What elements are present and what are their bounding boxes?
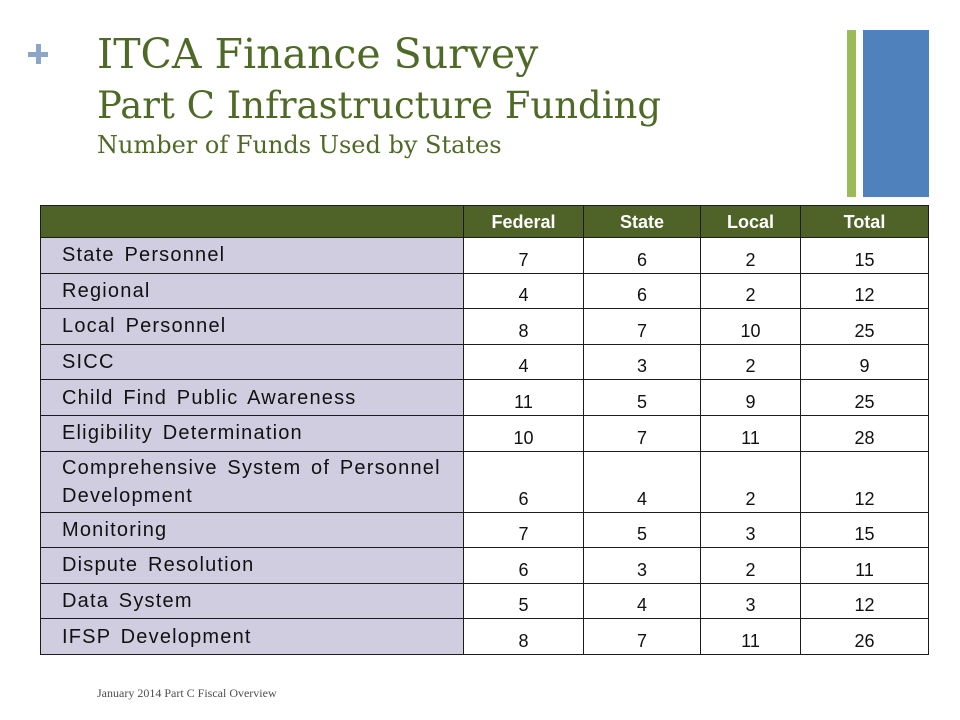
table-row: IFSP Development 8 7 11 26 <box>40 618 929 655</box>
accent-bar-green <box>847 30 856 197</box>
accent-bar-blue <box>863 30 929 197</box>
cell-local: 2 <box>700 450 801 513</box>
cell-local: 2 <box>700 547 801 584</box>
cell-total: 11 <box>800 547 929 584</box>
table-row: State Personnel 7 6 2 15 <box>40 237 929 274</box>
cell-local: 11 <box>700 618 801 655</box>
table-row: Local Personnel 8 7 10 25 <box>40 308 929 345</box>
row-label: Monitoring <box>40 511 464 549</box>
row-label: State Personnel <box>40 237 464 274</box>
cell-state: 6 <box>583 237 701 274</box>
cell-federal: 4 <box>463 272 584 310</box>
header-row: Federal State Local Total <box>40 205 929 238</box>
cell-state: 3 <box>583 343 701 381</box>
table-row: Comprehensive System of Personnel Develo… <box>40 450 929 513</box>
table-row: SICC 4 3 2 9 <box>40 343 929 381</box>
cell-total: 9 <box>800 343 929 381</box>
slide-title: ITCA Finance Survey <box>97 30 539 78</box>
cell-state: 7 <box>583 414 701 452</box>
column-header-state: State <box>583 205 701 238</box>
plus-icon <box>28 44 48 64</box>
cell-state: 3 <box>583 547 701 584</box>
funding-table: Federal State Local Total State Personnel 7 6… <box>40 205 929 655</box>
cell-local: 3 <box>700 582 801 620</box>
cell-federal: 10 <box>463 414 584 452</box>
table-header: Federal State Local Total <box>40 205 929 238</box>
cell-local: 2 <box>700 343 801 381</box>
cell-federal: 8 <box>463 308 584 345</box>
row-label: Regional <box>40 272 464 310</box>
slide-footer: January 2014 Part C Fiscal Overview <box>97 686 277 700</box>
cell-state: 4 <box>583 582 701 620</box>
cell-local: 3 <box>700 511 801 549</box>
cell-total: 25 <box>800 308 929 345</box>
slide-subtitle: Part C Infrastructure Funding <box>97 84 662 127</box>
row-label: Child Find Public Awareness <box>40 379 464 416</box>
cell-federal: 7 <box>463 237 584 274</box>
cell-federal: 4 <box>463 343 584 381</box>
column-header-total: Total <box>800 205 929 238</box>
table-body: State Personnel 7 6 2 15 Regional 4 6 2 12 Local P… <box>40 237 929 655</box>
cell-federal: 5 <box>463 582 584 620</box>
cell-total: 15 <box>800 511 929 549</box>
cell-state: 7 <box>583 308 701 345</box>
cell-total: 28 <box>800 414 929 452</box>
cell-total: 25 <box>800 379 929 416</box>
cell-federal: 8 <box>463 618 584 655</box>
cell-federal: 6 <box>463 450 584 513</box>
cell-total: 12 <box>800 582 929 620</box>
slide-caption: Number of Funds Used by States <box>97 131 502 159</box>
cell-state: 4 <box>583 450 701 513</box>
table-row: Eligibility Determination 10 7 11 28 <box>40 414 929 452</box>
cell-local: 10 <box>700 308 801 345</box>
cell-federal: 11 <box>463 379 584 416</box>
column-header-local: Local <box>700 205 801 238</box>
row-label: Data System <box>40 582 464 620</box>
cell-federal: 6 <box>463 547 584 584</box>
table-row: Regional 4 6 2 12 <box>40 272 929 310</box>
column-header-federal: Federal <box>463 205 584 238</box>
row-label: Eligibility Determination <box>40 414 464 452</box>
cell-local: 2 <box>700 237 801 274</box>
table-row: Monitoring 7 5 3 15 <box>40 511 929 549</box>
row-label: SICC <box>40 343 464 381</box>
table-row: Data System 5 4 3 12 <box>40 582 929 620</box>
cell-total: 12 <box>800 450 929 513</box>
cell-total: 15 <box>800 237 929 274</box>
table-row: Child Find Public Awareness 11 5 9 25 <box>40 379 929 416</box>
cell-local: 2 <box>700 272 801 310</box>
cell-local: 11 <box>700 414 801 452</box>
cell-state: 5 <box>583 379 701 416</box>
cell-federal: 7 <box>463 511 584 549</box>
cell-state: 7 <box>583 618 701 655</box>
plus-icon-vertical-arm <box>35 44 41 64</box>
row-label: Comprehensive System of Personnel Develo… <box>40 450 464 513</box>
cell-state: 6 <box>583 272 701 310</box>
cell-state: 5 <box>583 511 701 549</box>
cell-total: 26 <box>800 618 929 655</box>
row-label: Local Personnel <box>40 308 464 345</box>
row-label: IFSP Development <box>40 618 464 655</box>
table-row: Dispute Resolution 6 3 2 11 <box>40 547 929 584</box>
cell-total: 12 <box>800 272 929 310</box>
row-label: Dispute Resolution <box>40 547 464 584</box>
cell-local: 9 <box>700 379 801 416</box>
header-corner-cell <box>40 205 464 238</box>
